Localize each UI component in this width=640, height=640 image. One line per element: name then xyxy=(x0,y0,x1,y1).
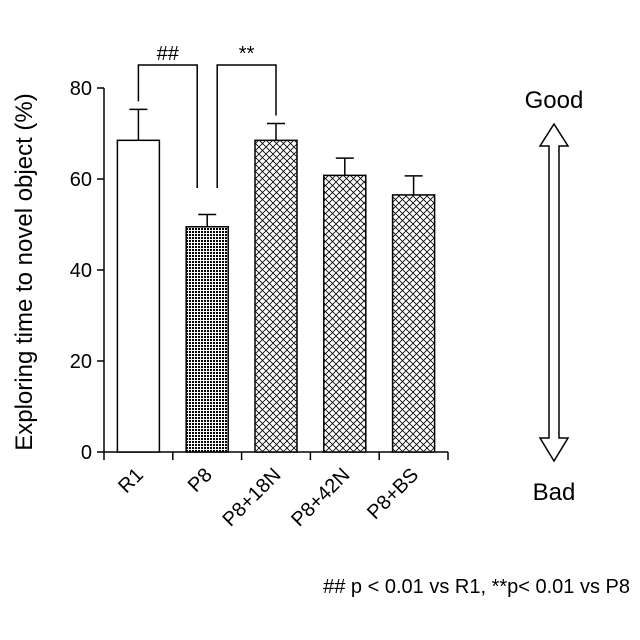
x-tick-label: R1 xyxy=(114,464,148,498)
x-tick-label: P8+BS xyxy=(363,464,423,524)
bar xyxy=(117,140,159,452)
bar xyxy=(255,140,297,452)
y-tick-label: 20 xyxy=(70,351,92,373)
bar xyxy=(186,227,228,452)
x-tick-label: P8+42N xyxy=(287,464,354,531)
bar xyxy=(324,175,366,452)
x-tick-label: P8+18N xyxy=(218,464,285,531)
x-axis: R1 P8P8+18NP8+42NP8+BS xyxy=(104,452,448,531)
significance-label: ** xyxy=(239,43,255,65)
bar-chart: Exploring time to novel object (%) 0 20 40… xyxy=(0,0,640,640)
bars xyxy=(117,109,434,452)
bad-label: Bad xyxy=(533,479,576,506)
y-tick-label: 80 xyxy=(70,78,92,100)
y-axis: 0 20 40 60 80 xyxy=(70,78,104,464)
x-tick-label: P8 xyxy=(184,464,217,497)
y-tick-label: 60 xyxy=(70,169,92,191)
good-label: Good xyxy=(525,87,584,114)
bar xyxy=(393,195,435,452)
y-tick-label: 0 xyxy=(81,442,92,464)
footnote: ## p < 0.01 vs R1, **p< 0.01 vs P8 xyxy=(323,576,630,598)
significance-label: ## xyxy=(157,43,180,65)
y-tick-label: 40 xyxy=(70,260,92,282)
double-arrow-icon xyxy=(540,124,568,461)
y-axis-title: Exploring time to novel object (%) xyxy=(11,93,38,451)
